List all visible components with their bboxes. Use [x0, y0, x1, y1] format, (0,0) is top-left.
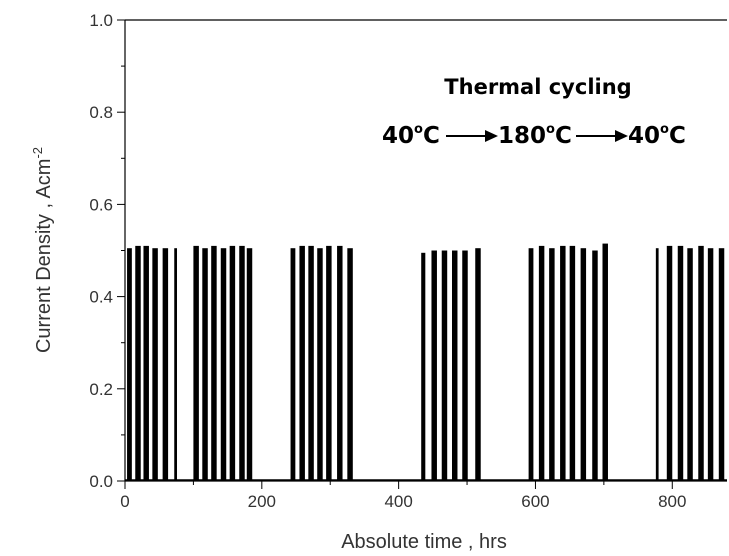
annotation-temp-3-unit: C — [669, 123, 686, 149]
y-axis-title: Current Density , Acm — [33, 159, 55, 354]
data-bar — [220, 248, 227, 481]
arrow-1-head — [485, 130, 498, 142]
data-bar — [707, 248, 714, 481]
x-tick-label: 600 — [521, 492, 549, 511]
x-tick-label: 0 — [120, 492, 129, 511]
data-bar — [718, 248, 725, 481]
svg-text:40oC: 40oC — [382, 122, 440, 149]
data-bar — [308, 245, 314, 481]
data-bar — [347, 248, 353, 481]
annotation-temp-1-value: 40 — [382, 123, 414, 149]
data-bar — [441, 250, 448, 481]
x-tick-label: 400 — [384, 492, 412, 511]
y-tick-label: 0.8 — [89, 103, 113, 122]
data-bar — [677, 245, 684, 481]
data-bar — [462, 250, 468, 481]
data-bar — [687, 248, 693, 481]
data-bar — [152, 248, 158, 481]
svg-text:180oC: 180oC — [498, 122, 572, 149]
annotation-temp-2-degree: o — [546, 122, 555, 137]
data-bar — [135, 245, 141, 481]
data-bar — [431, 250, 437, 481]
annotation-title: Thermal cycling — [444, 75, 631, 99]
data-bar — [246, 248, 253, 481]
x-tick-label: 200 — [248, 492, 276, 511]
data-bar — [326, 245, 332, 481]
annotation-sequence: 40oC 180oC 40oC — [382, 122, 686, 149]
y-tick-label: 0.0 — [89, 472, 113, 491]
annotation-temp-1-unit: C — [423, 123, 440, 149]
data-bar — [193, 245, 199, 481]
data-bar — [528, 248, 534, 481]
annotation-temp-3-value: 40 — [628, 123, 660, 149]
data-bar — [698, 245, 704, 481]
data-bar — [549, 248, 555, 481]
data-bar — [174, 248, 177, 481]
y-tick-label: 0.2 — [89, 380, 113, 399]
arrow-2-head — [615, 130, 628, 142]
data-bar — [560, 245, 566, 481]
x-tick-label: 800 — [658, 492, 686, 511]
data-bar — [162, 248, 169, 481]
annotation-temp-2-value: 180 — [498, 123, 546, 149]
data-bar — [475, 248, 481, 481]
y-tick-label: 0.4 — [89, 288, 113, 307]
bars-group — [125, 243, 727, 481]
data-bar — [580, 248, 587, 481]
svg-text:40oC: 40oC — [628, 122, 686, 149]
ticks-group: 0.0 0.2 0.4 0.6 0.8 1.0 0 200 400 600 800 — [89, 11, 686, 511]
data-bar — [337, 245, 343, 481]
data-bar — [569, 245, 576, 481]
y-tick-label: 1.0 — [89, 11, 113, 30]
x-axis-title: Absolute time , hrs — [341, 531, 507, 553]
data-bar — [538, 245, 545, 481]
data-bar — [143, 245, 149, 481]
data-bar — [239, 245, 245, 481]
data-bar — [451, 250, 458, 481]
annotation-temp-2-unit: C — [555, 123, 572, 149]
data-bar — [202, 248, 208, 481]
svg-text:Current Density , Acm-2: Current Density , Acm-2 — [30, 147, 55, 353]
data-bar — [666, 245, 673, 481]
data-bar — [211, 245, 217, 481]
annotation-temp-1-degree: o — [414, 122, 423, 137]
data-bar — [299, 245, 305, 481]
y-tick-label: 0.6 — [89, 195, 113, 214]
data-bar — [592, 250, 598, 481]
data-bar — [317, 248, 323, 481]
y-axis-title-superscript: -2 — [30, 147, 45, 159]
data-bar — [655, 248, 659, 481]
data-bar — [127, 248, 132, 481]
data-bar — [602, 243, 608, 481]
y-axis-title-group: Current Density , Acm-2 — [30, 147, 55, 353]
annotation-temp-3-degree: o — [660, 122, 669, 137]
data-bar — [229, 245, 236, 481]
data-bar — [421, 252, 426, 481]
data-bar — [290, 248, 296, 481]
